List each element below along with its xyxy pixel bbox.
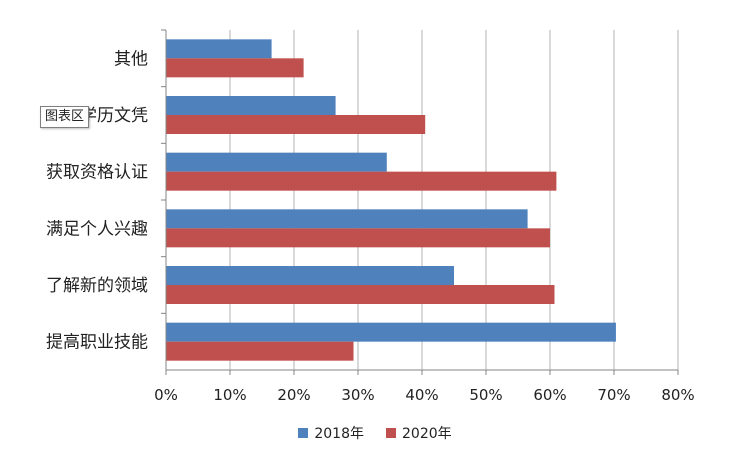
x-tick-label: 50% — [469, 386, 502, 404]
legend-label-2020: 2020年 — [402, 426, 452, 442]
x-tick-label: 80% — [661, 386, 694, 404]
y-category-label: 其他 — [114, 49, 148, 69]
bar-2020 — [166, 285, 555, 304]
bar-2020 — [166, 58, 304, 78]
bar-2018 — [166, 96, 336, 115]
x-tick-label: 70% — [597, 386, 630, 404]
legend-label-2018: 2018年 — [314, 426, 364, 442]
x-tick-label: 30% — [341, 386, 374, 404]
bars — [166, 39, 616, 361]
bar-2018 — [166, 322, 616, 342]
x-tick-label: 0% — [154, 386, 178, 404]
bar-2018 — [166, 266, 454, 285]
legend-item-2018[interactable]: 2018年 — [298, 423, 364, 443]
y-category-label: 满足个人兴趣 — [46, 219, 148, 239]
legend-item-2020[interactable]: 2020年 — [386, 423, 452, 443]
bar-2018 — [166, 152, 387, 172]
x-tick-label: 20% — [277, 386, 310, 404]
bar-2020 — [166, 171, 557, 191]
x-tick-label: 40% — [405, 386, 438, 404]
bar-2020 — [166, 115, 426, 134]
chart-area-tooltip: 图表区 — [40, 106, 90, 128]
labels: 0% 10% 20% 30% 40% 50% 60% 70% 80%其他获得学历文凭获取资格认证… — [46, 49, 695, 404]
gridlines — [229, 30, 679, 370]
y-category-label: 提高职业技能 — [46, 333, 148, 353]
x-tick-label: 10% — [213, 386, 246, 404]
y-category-label: 获取资格认证 — [46, 163, 148, 183]
bar-2020 — [166, 341, 354, 361]
legend-swatch-2020 — [386, 428, 396, 438]
legend-swatch-2018 — [298, 428, 309, 438]
bar-2020 — [166, 228, 550, 248]
x-tick-label: 60% — [533, 386, 566, 404]
y-category-label: 了解新的领域 — [46, 276, 148, 296]
axes — [161, 29, 679, 375]
bar-2018 — [166, 39, 272, 59]
legend: 2018年 2020年 — [0, 423, 750, 443]
bar-2018 — [166, 209, 528, 229]
